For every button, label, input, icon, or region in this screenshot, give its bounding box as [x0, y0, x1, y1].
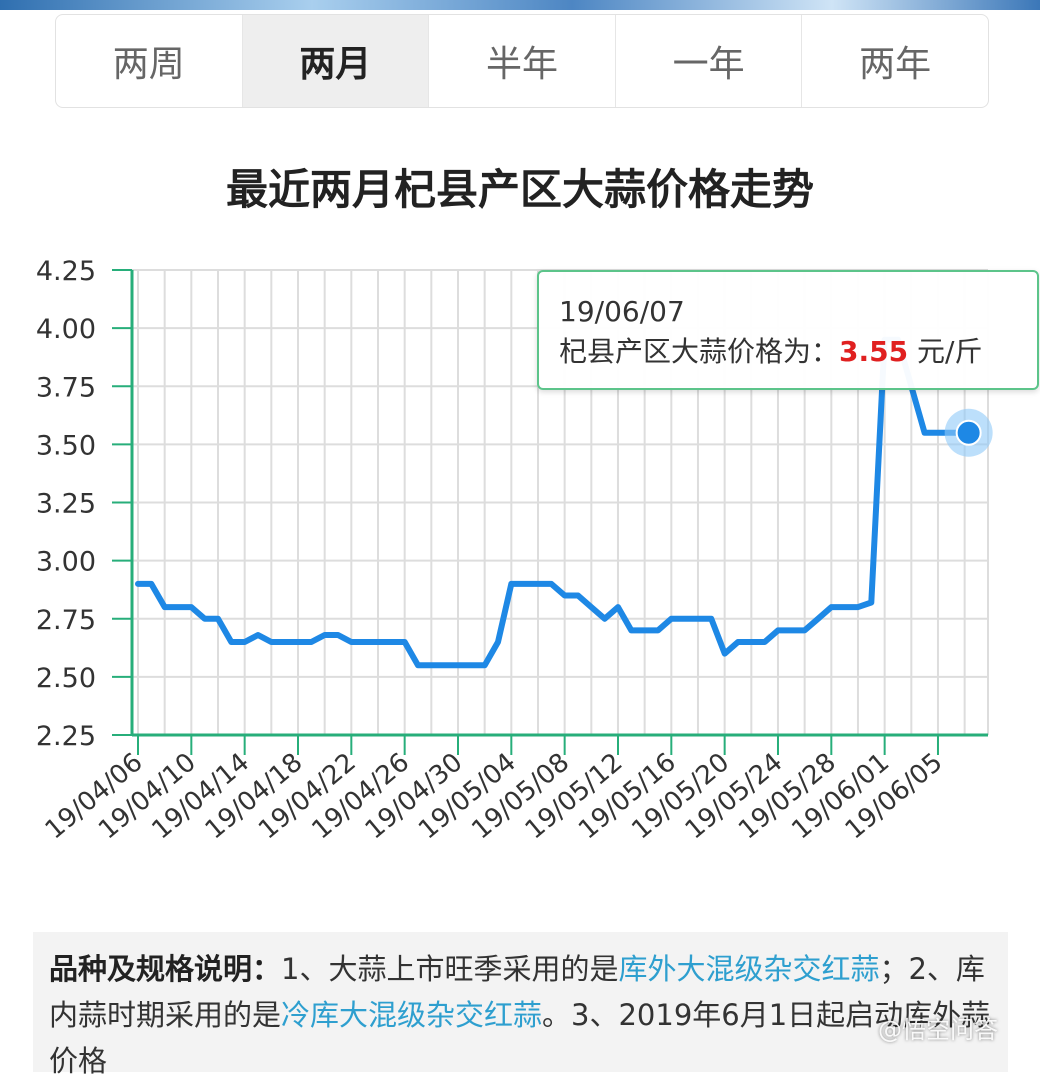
tab-two-months[interactable]: 两月 [242, 15, 430, 107]
y-tick-label: 2.75 [36, 605, 96, 636]
y-tick-label: 4.25 [36, 256, 96, 287]
watermark: @悟空问答 [878, 1016, 998, 1044]
y-tick-label: 2.50 [36, 663, 96, 694]
tab-two-weeks[interactable]: 两周 [56, 15, 243, 107]
price-series-line [135, 336, 968, 669]
y-tick-label: 3.75 [36, 372, 96, 403]
tab-two-years[interactable]: 两年 [859, 44, 932, 85]
y-tick-label: 3.50 [36, 430, 96, 461]
spec-link-cold-storage[interactable]: 冷库大混级杂交红蒜 [281, 998, 543, 1032]
top-banner [0, 0, 1040, 10]
highlight-point [955, 419, 982, 446]
tooltip-date: 19/06/07 [559, 295, 685, 328]
y-tick-label: 4.00 [36, 314, 96, 345]
y-tick-label: 3.25 [36, 489, 96, 520]
price-tooltip: 19/06/07 杞县产区大蒜价格为：3.55 元/斤 [537, 270, 1039, 390]
tab-half-year[interactable]: 半年 [429, 15, 616, 107]
spec-part1: 1、大蒜上市旺季采用的是 [281, 952, 619, 986]
spec-link-outdoor[interactable]: 库外大混级杂交红蒜 [618, 952, 880, 986]
price-line-chart[interactable]: 4.25 4.00 3.75 3.50 3.25 3.00 2.75 2.50 2.25 19/0… [0, 250, 1040, 890]
tab-one-year[interactable]: 一年 [616, 15, 803, 107]
grid-layer [132, 269, 989, 736]
spec-description: 品种及规格说明：1、大蒜上市旺季采用的是库外大混级杂交红蒜；2、库内蒜时期采用的… [33, 932, 1008, 1078]
chart-title: 最近两月杞县产区大蒜价格走势 [225, 165, 814, 214]
y-tick-label: 3.00 [36, 547, 96, 578]
tooltip-unit: 元/斤 [917, 335, 983, 368]
line-layer [135, 336, 993, 669]
period-tabs: 两周 两月 半年 一年 两年 [55, 14, 989, 108]
tooltip-price: 3.55 [839, 335, 909, 368]
tooltip-line: 杞县产区大蒜价格为：3.55 元/斤 [559, 332, 1017, 372]
spec-heading: 品种及规格说明： [49, 952, 282, 986]
spec-part2: ；2、库内蒜时期采用的是 [49, 952, 985, 1032]
y-tick-label: 2.25 [36, 721, 96, 752]
tooltip-label: 杞县产区大蒜价格为： [559, 335, 840, 368]
